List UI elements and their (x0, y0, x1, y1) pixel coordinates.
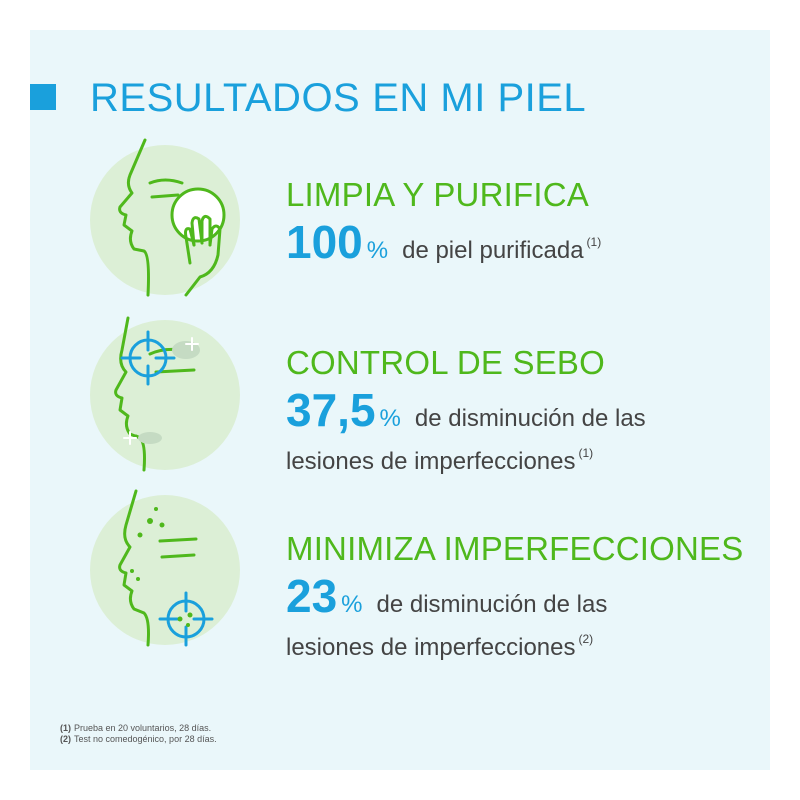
footnote-number: (1) (60, 723, 71, 733)
result-ref: (1) (578, 446, 594, 460)
result-heading: CONTROL DE SEBO (286, 344, 605, 381)
result-description-line2-text: lesiones de imperfecciones (286, 448, 576, 475)
title-light: EN MI PIEL (372, 76, 587, 120)
result-description: de disminución de las (414, 405, 646, 432)
result-heading: LIMPIA Y PURIFICA (286, 176, 589, 213)
result-number: 23 (286, 570, 338, 622)
title-strong: RESULTADOS (90, 76, 361, 120)
footnote-text: Prueba en 20 voluntarios, 28 días. (74, 723, 212, 733)
result-unit: % (379, 405, 401, 432)
result-unit: % (366, 237, 389, 264)
result-unit: % (341, 591, 363, 618)
result-stat-line: 23% de disminución de las (286, 570, 756, 622)
result-stat-line: 100% de piel purificada (1) (286, 216, 756, 268)
result-stat-line: 37,5% de disminución de las (286, 384, 756, 436)
result-description: de disminución de las (376, 591, 608, 618)
footnote: (2) Test no comedogénico, por 28 días. (60, 734, 217, 745)
result-number: 100 (286, 216, 363, 268)
footnote-text: Test no comedogénico, por 28 días. (74, 734, 217, 744)
face-blemish-target-icon (90, 489, 240, 647)
face-sebum-target-icon (90, 316, 240, 472)
result-block-cleanse: LIMPIA Y PURIFICA 100% de piel purificada… (286, 176, 756, 268)
result-block-imperfections: MINIMIZA IMPERFECCIONES 23% de disminució… (286, 530, 756, 663)
face-cleansing-pad-icon (90, 138, 240, 297)
result-heading: MINIMIZA IMPERFECCIONES (286, 530, 744, 567)
result-ref: (2) (578, 632, 594, 646)
footnotes: (1) Prueba en 20 voluntarios, 28 días. (2… (60, 723, 217, 745)
result-description-line2: lesiones de imperfecciones (1) (286, 438, 756, 477)
result-description-line2-text: lesiones de imperfecciones (286, 634, 576, 661)
result-block-sebum: CONTROL DE SEBO 37,5% de disminución de l… (286, 344, 756, 477)
footnote-number: (2) (60, 734, 71, 744)
footnote: (1) Prueba en 20 voluntarios, 28 días. (60, 723, 217, 734)
page-title: RESULTADOS EN MI PIEL (90, 74, 586, 122)
title-accent-bar (30, 84, 56, 110)
result-number: 37,5 (286, 384, 376, 436)
result-description: de piel purificada (402, 237, 584, 264)
result-description-line2: lesiones de imperfecciones (2) (286, 624, 756, 663)
result-ref: (1) (586, 235, 602, 249)
